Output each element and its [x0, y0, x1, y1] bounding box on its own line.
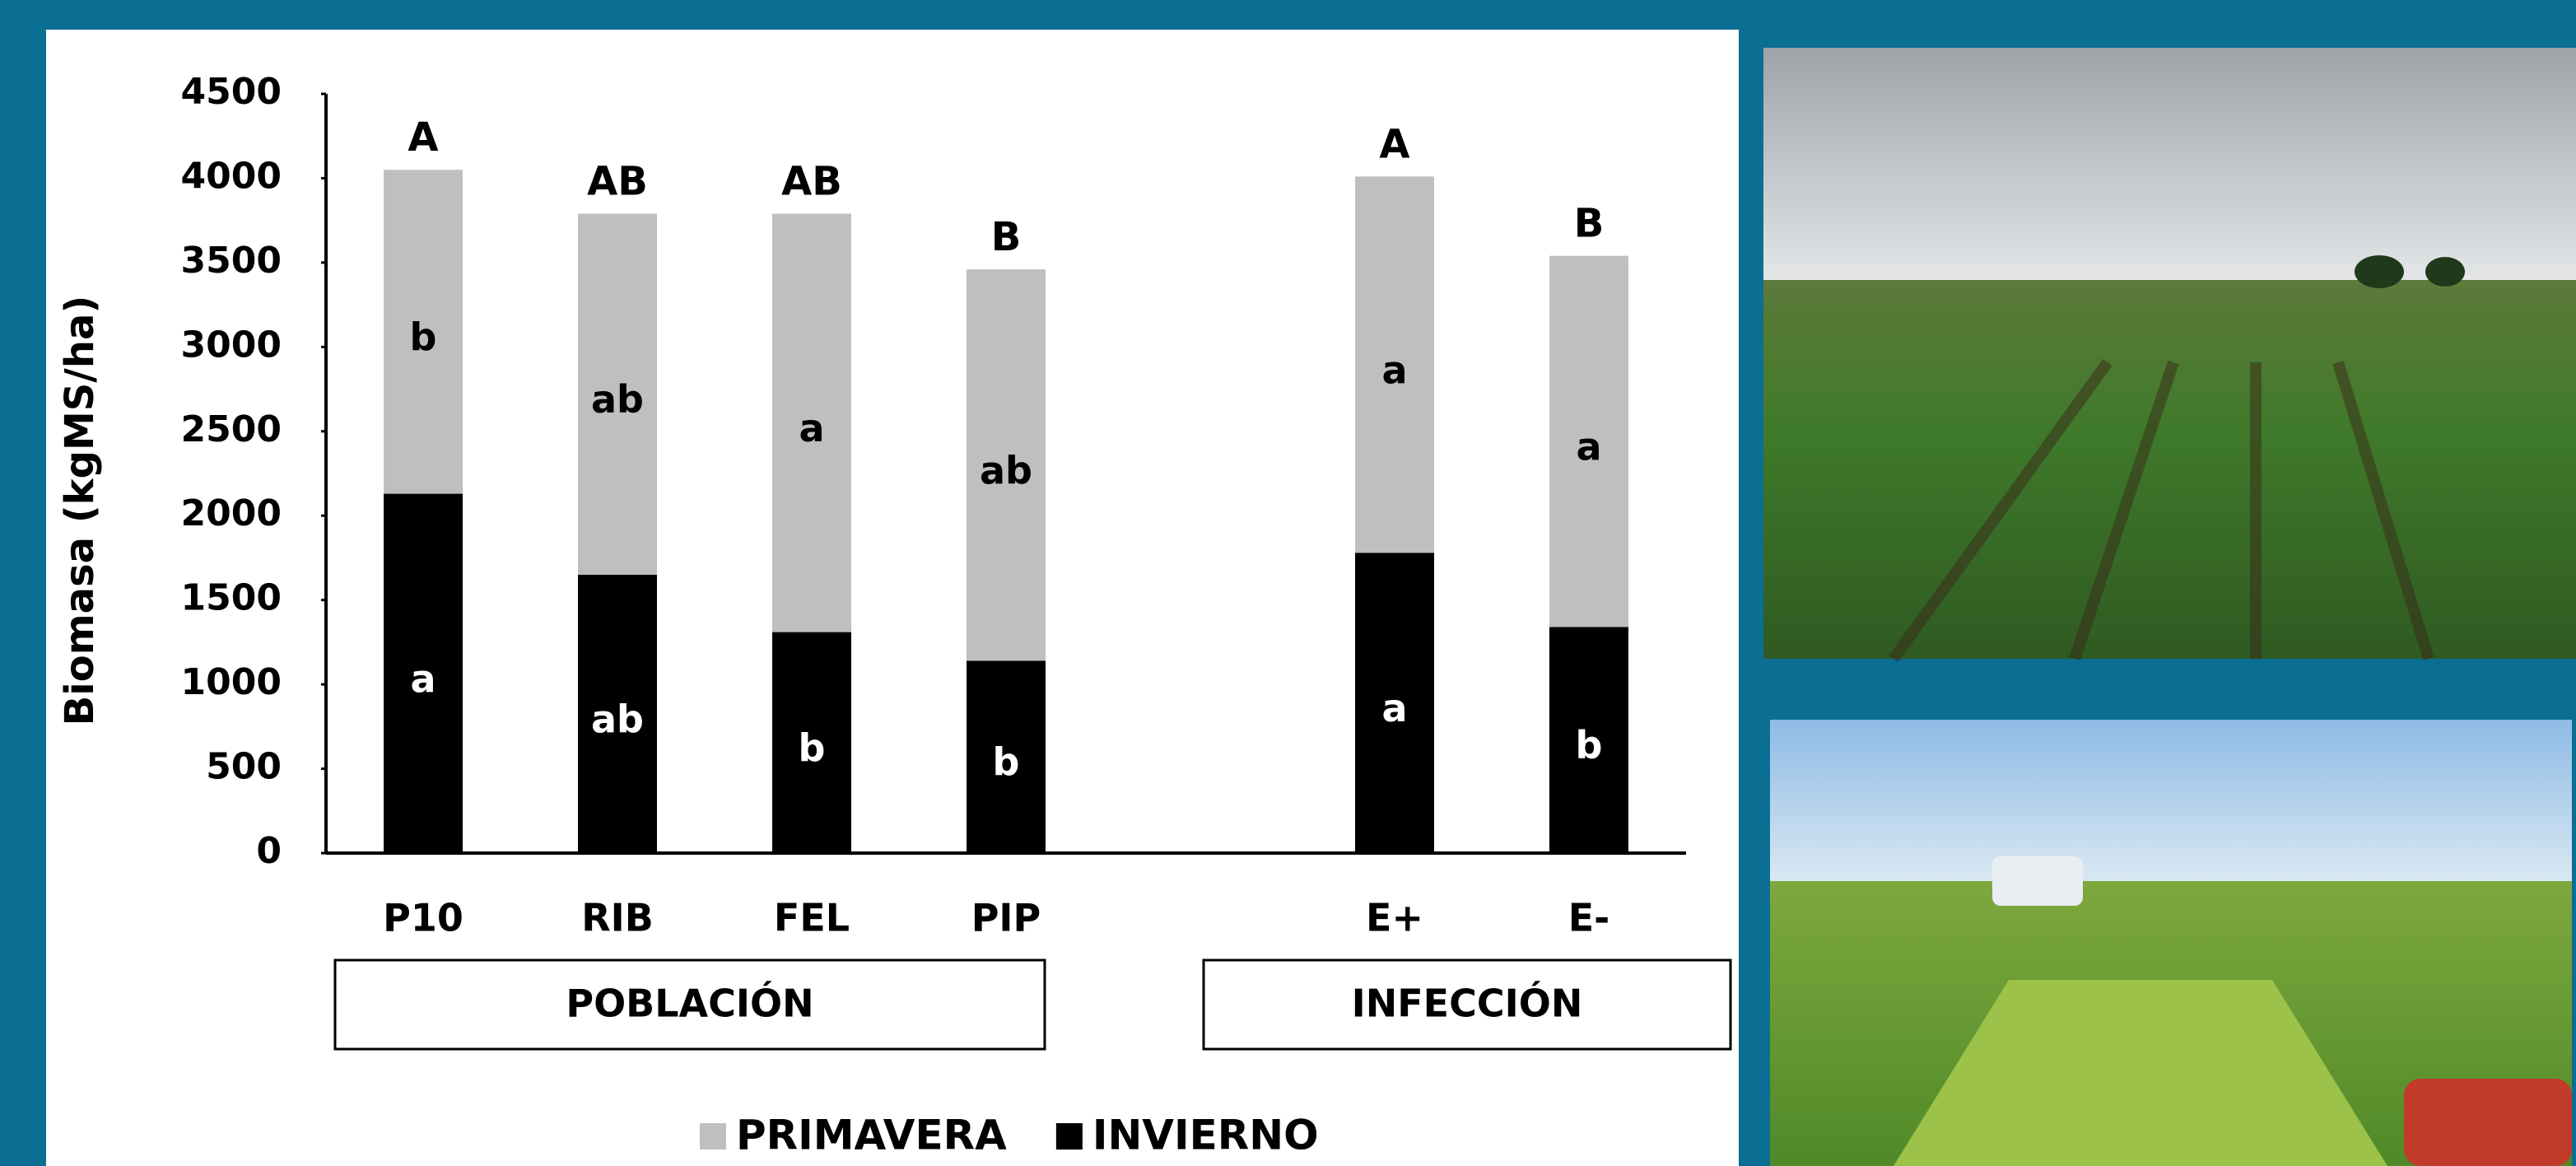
segment-letter: ab — [591, 697, 644, 741]
segment-letter: ab — [980, 448, 1032, 492]
photo-tree — [2355, 255, 2404, 288]
group-label: POBLACIÓN — [566, 982, 813, 1026]
photo-sky — [1763, 48, 2576, 280]
legend-label: INVIERNO — [1092, 1112, 1319, 1159]
y-tick-label: 1000 — [181, 661, 282, 703]
y-tick-label: 4000 — [181, 155, 282, 197]
legend-swatch — [1056, 1123, 1083, 1150]
segment-letter: b — [993, 740, 1020, 785]
segment-letter: b — [1576, 723, 1603, 767]
x-tick-label: E+ — [1366, 896, 1423, 940]
legend-swatch — [700, 1123, 726, 1150]
photo-tree — [2425, 257, 2465, 287]
group-letter: AB — [587, 158, 648, 204]
group-letter: A — [408, 114, 438, 161]
photo-sky — [1770, 720, 2572, 881]
segment-letter: b — [799, 725, 826, 770]
segment-letter: a — [1381, 347, 1407, 392]
photo-ground — [1763, 280, 2576, 659]
y-tick-label: 500 — [206, 746, 282, 788]
y-tick-label: 2500 — [181, 408, 282, 450]
legend-label: PRIMAVERA — [736, 1112, 1007, 1159]
y-axis-label: Biomasa (kgMS/ha) — [57, 296, 103, 726]
y-tick-label: 4500 — [181, 71, 282, 113]
photo-truck — [1992, 856, 2083, 906]
photo-mower — [2404, 1079, 2572, 1166]
x-tick-label: P10 — [383, 896, 463, 940]
x-tick-label: E- — [1568, 896, 1610, 940]
group-letter: A — [1379, 121, 1409, 167]
segment-letter: a — [1381, 686, 1407, 730]
segment-letter: ab — [591, 377, 644, 422]
group-letter: AB — [781, 158, 842, 204]
y-tick-label: 2000 — [181, 492, 282, 534]
segment-letter: b — [410, 315, 437, 359]
group-letter: B — [991, 214, 1022, 260]
group-label: INFECCIÓN — [1352, 982, 1583, 1026]
y-tick-label: 3500 — [181, 240, 282, 282]
y-tick-label: 1500 — [181, 577, 282, 619]
segment-letter: a — [1576, 425, 1601, 469]
segment-letter: a — [410, 656, 436, 701]
segment-letter: a — [799, 406, 824, 450]
y-tick-label: 3000 — [181, 324, 282, 366]
group-letter: B — [1574, 201, 1605, 247]
photo-field — [1763, 48, 2576, 659]
x-tick-label: FEL — [774, 896, 850, 940]
x-tick-label: PIP — [971, 896, 1041, 940]
y-tick-label: 0 — [256, 830, 282, 872]
page: {"chart_data": { "type": "stacked_bar", … — [0, 0, 2576, 1166]
photo-workers — [1770, 720, 2572, 1166]
x-tick-label: RIB — [581, 896, 654, 940]
poster: Biomasa (kgMS/ha) 0 500 1000 1500 2000 2500 30… — [0, 0, 2576, 1166]
